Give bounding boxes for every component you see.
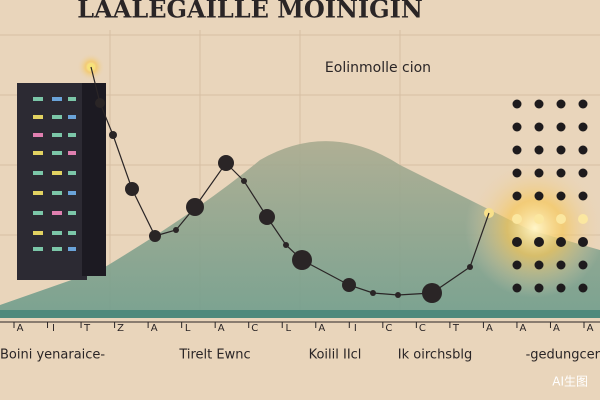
dot [534, 283, 544, 293]
tick-label: I [354, 323, 357, 334]
dot [556, 214, 566, 224]
server-tower [17, 83, 106, 280]
dot [578, 145, 588, 155]
tick-label: T [83, 323, 91, 334]
dot [512, 145, 522, 155]
title: LAALEGAILLE MOINIGIN [77, 0, 423, 24]
dot [556, 168, 566, 178]
dot [534, 214, 544, 224]
dot [512, 122, 522, 132]
tick-label: C [419, 323, 426, 334]
tick-label: A [520, 323, 527, 334]
dot [578, 260, 588, 270]
tick-label: L [185, 323, 191, 334]
label: Boini yenaraice- [0, 348, 105, 363]
subtitle: Eolinmolle cion [325, 60, 431, 76]
dot [578, 191, 588, 201]
dot [556, 237, 566, 247]
tick-label: A [218, 323, 225, 334]
label: Ik oirchsblg [398, 348, 472, 363]
tick-label: A [17, 323, 24, 334]
tick-label: A [318, 323, 325, 334]
dot [512, 260, 522, 270]
label: -gedungcer [526, 348, 600, 363]
dot [512, 168, 522, 178]
watermark: AI生图 [552, 375, 588, 389]
dot [512, 283, 522, 293]
tick-label: I [52, 323, 55, 334]
hill [0, 141, 600, 315]
dot [534, 99, 544, 109]
glow [465, 158, 600, 298]
tick-label: T [452, 323, 460, 334]
dot [512, 214, 522, 224]
dot [578, 122, 588, 132]
label: Tirelt Ewnc [178, 348, 250, 363]
tick-label: Z [117, 323, 124, 334]
dot-grid [512, 99, 588, 293]
tick-label: A [486, 323, 493, 334]
dot [534, 260, 544, 270]
dot [556, 283, 566, 293]
dot [534, 145, 544, 155]
dot [578, 283, 588, 293]
dot [578, 214, 588, 224]
dot [534, 237, 544, 247]
dot [578, 99, 588, 109]
tick-label: L [285, 323, 291, 334]
dot [512, 191, 522, 201]
dot [578, 168, 588, 178]
dot [512, 99, 522, 109]
tick-label: C [251, 323, 258, 334]
dot [556, 191, 566, 201]
dot [556, 122, 566, 132]
curve [90, 66, 490, 296]
curve-dots [95, 98, 473, 303]
dot [578, 237, 588, 247]
dot [556, 99, 566, 109]
tick-label: A [553, 323, 560, 334]
tick-label: A [587, 323, 594, 334]
ground [0, 310, 600, 318]
dot [534, 122, 544, 132]
label: Koilil IIcl [309, 348, 362, 363]
dot [556, 260, 566, 270]
dot [512, 237, 522, 247]
tick-label: A [151, 323, 158, 334]
dot [534, 191, 544, 201]
tick-label: C [385, 323, 392, 334]
dot [534, 168, 544, 178]
dot [556, 145, 566, 155]
